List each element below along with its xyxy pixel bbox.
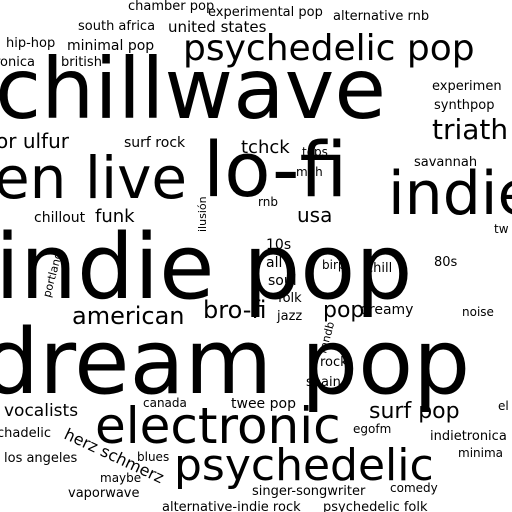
cloud-word-or-ulfur: or ulfur: [0, 129, 70, 153]
cloud-word-el: el: [498, 399, 509, 413]
cloud-word-psychedelic-pop: psychedelic pop: [183, 28, 475, 69]
cloud-word-chillwave: chillwave: [0, 40, 386, 138]
cloud-word-alternative-indie-rock: alternative-indie rock: [162, 500, 301, 512]
cloud-word-meh: meh: [296, 165, 323, 179]
cloud-word-tw: tw: [494, 222, 509, 236]
cloud-word-vaporwave: vaporwave: [68, 486, 140, 501]
cloud-word-blues: blues: [137, 450, 169, 464]
cloud-word-tchck: tchck: [241, 137, 290, 158]
cloud-word-maybe: maybe: [100, 471, 141, 485]
cloud-word-soul: soul: [268, 273, 297, 289]
cloud-word-minimal-pop: minimal pop: [67, 38, 154, 54]
cloud-word-chamber-pop: chamber pop: [128, 0, 214, 14]
cloud-word-british: british: [61, 55, 102, 70]
cloud-word-indie: indie: [388, 159, 512, 229]
cloud-word-united-states: united states: [168, 18, 267, 36]
cloud-word-birp: birp: [322, 258, 346, 272]
cloud-word-dreamy: dreamy: [360, 302, 413, 318]
cloud-word-pop: pop: [323, 298, 364, 323]
cloud-word-experimen: experimen: [432, 79, 502, 94]
cloud-word-minima: minima: [458, 446, 503, 460]
cloud-word-synthpop: synthpop: [434, 98, 495, 113]
cloud-word-chillout: chillout: [34, 210, 86, 226]
cloud-word-vocalists: vocalists: [4, 401, 78, 421]
cloud-word-comedy: comedy: [390, 481, 438, 495]
cloud-word-jazz: jazz: [276, 309, 302, 324]
cloud-word-tops: tops: [302, 145, 328, 159]
cloud-word-canada: canada: [143, 396, 187, 410]
cloud-word-south-africa: south africa: [78, 19, 155, 34]
cloud-word-rnb: rnb: [258, 195, 278, 209]
cloud-word-indie-pop: indie pop: [0, 215, 412, 320]
cloud-word-usa: usa: [297, 203, 332, 227]
cloud-word-indietronica: indietronica: [430, 429, 507, 444]
cloud-word-surf-pop: surf pop: [369, 399, 460, 424]
cloud-word-egofm: egofm: [353, 422, 391, 436]
cloud-word-hip-hop: hip-hop: [6, 36, 55, 51]
cloud-word-ilusion: ilusión: [196, 196, 209, 232]
cloud-word-en-live: en live: [0, 144, 187, 212]
cloud-word-los-angeles: los angeles: [4, 451, 78, 466]
cloud-word-eighties: 80s: [434, 255, 458, 270]
cloud-word-all: all: [266, 255, 282, 271]
cloud-word-ten-s: 10s: [266, 237, 291, 253]
cloud-word-bro-fi: bro-fi: [203, 296, 266, 324]
cloud-word-chill: chill: [366, 261, 392, 276]
cloud-word-dream-pop: dream pop: [0, 310, 470, 415]
cloud-word-alternative-rnb: alternative rnb: [333, 9, 429, 24]
cloud-word-surf-rock: surf rock: [124, 135, 186, 151]
cloud-word-twee-pop: twee pop: [231, 396, 296, 412]
cloud-word-singer-songwriter: singer-songwriter: [252, 484, 366, 499]
cloud-word-savannah: savannah: [414, 155, 477, 170]
cloud-word-experimental-pop: experimental pop: [208, 5, 323, 20]
cloud-word-noise: noise: [462, 305, 494, 319]
cloud-word-electronic: electronic: [95, 397, 341, 455]
cloud-word-triathalon: triath: [432, 113, 508, 146]
cloud-word-folk: folk: [278, 291, 302, 306]
cloud-word-psychedelic-folk: psychedelic folk: [323, 500, 428, 512]
cloud-word-american: american: [72, 302, 185, 330]
cloud-word-ronica: ronica: [0, 55, 35, 70]
cloud-word-funk: funk: [95, 206, 135, 227]
cloud-word-chadelic: chadelic: [0, 426, 51, 441]
cloud-word-lo-fi: lo-fi: [203, 125, 347, 214]
cloud-word-psychedelic: psychedelic: [174, 440, 434, 491]
cloud-word-rock: rock: [320, 355, 348, 370]
cloud-word-spain: spain: [306, 375, 341, 390]
